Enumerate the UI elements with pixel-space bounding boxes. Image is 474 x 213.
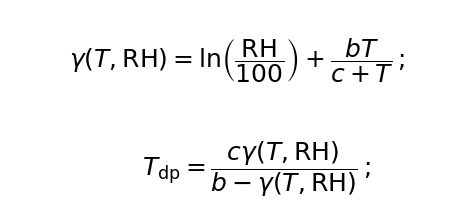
Text: $T_{\mathrm{dp}} = \dfrac{c\gamma(T, \mathrm{RH})}{b - \gamma(T, \mathrm{RH})}\,: $T_{\mathrm{dp}} = \dfrac{c\gamma(T, \ma…: [142, 140, 370, 199]
Text: $\gamma(T, \mathrm{RH}) = \ln\!\left(\dfrac{\mathrm{RH}}{100}\right) + \dfrac{bT: $\gamma(T, \mathrm{RH}) = \ln\!\left(\df…: [69, 36, 405, 85]
